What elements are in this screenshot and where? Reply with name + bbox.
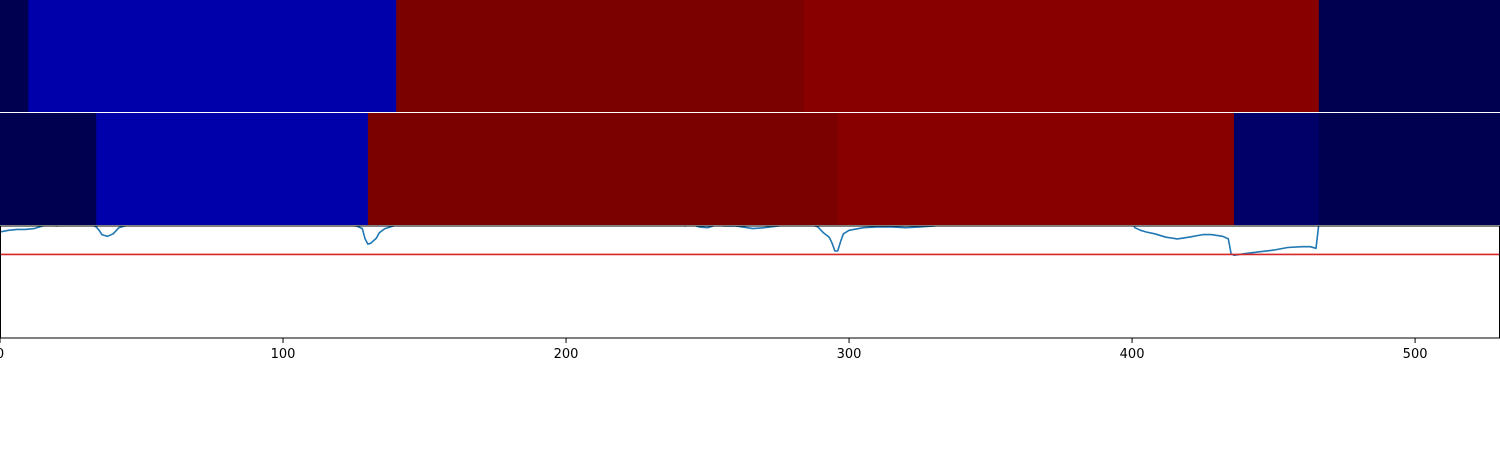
heatmap-segment	[803, 0, 1320, 112]
x-tick-label: 500	[1403, 347, 1428, 362]
line-series	[0, 226, 1320, 257]
heatmap-segment	[0, 0, 29, 112]
x-axis: 0 100 200 300 400 500	[0, 338, 1428, 362]
heatmap-segment	[1318, 113, 1500, 225]
line-plot-frame	[0, 225, 1500, 339]
x-tick-label: 0	[0, 347, 4, 362]
heatmap-segment	[1233, 113, 1320, 225]
line-series-group	[0, 226, 1500, 257]
heatmap-segment	[1318, 0, 1500, 112]
heatmap-segment	[367, 113, 839, 225]
x-tick-label: 200	[554, 347, 579, 362]
heatmap-segment	[28, 0, 397, 112]
heatmap-strip-top	[0, 0, 1500, 112]
heatmap-strip-middle	[0, 113, 1500, 225]
heatmap-segment	[96, 113, 369, 225]
x-tick-label: 400	[1120, 347, 1145, 362]
x-tick-label: 300	[837, 347, 862, 362]
line-plot-panel: 0 100 200 300 400 500	[0, 225, 1500, 362]
heatmap-segment	[0, 113, 97, 225]
heatmap-segment	[837, 113, 1235, 225]
x-tick-label: 100	[271, 347, 296, 362]
heatmap-segment	[396, 0, 805, 112]
